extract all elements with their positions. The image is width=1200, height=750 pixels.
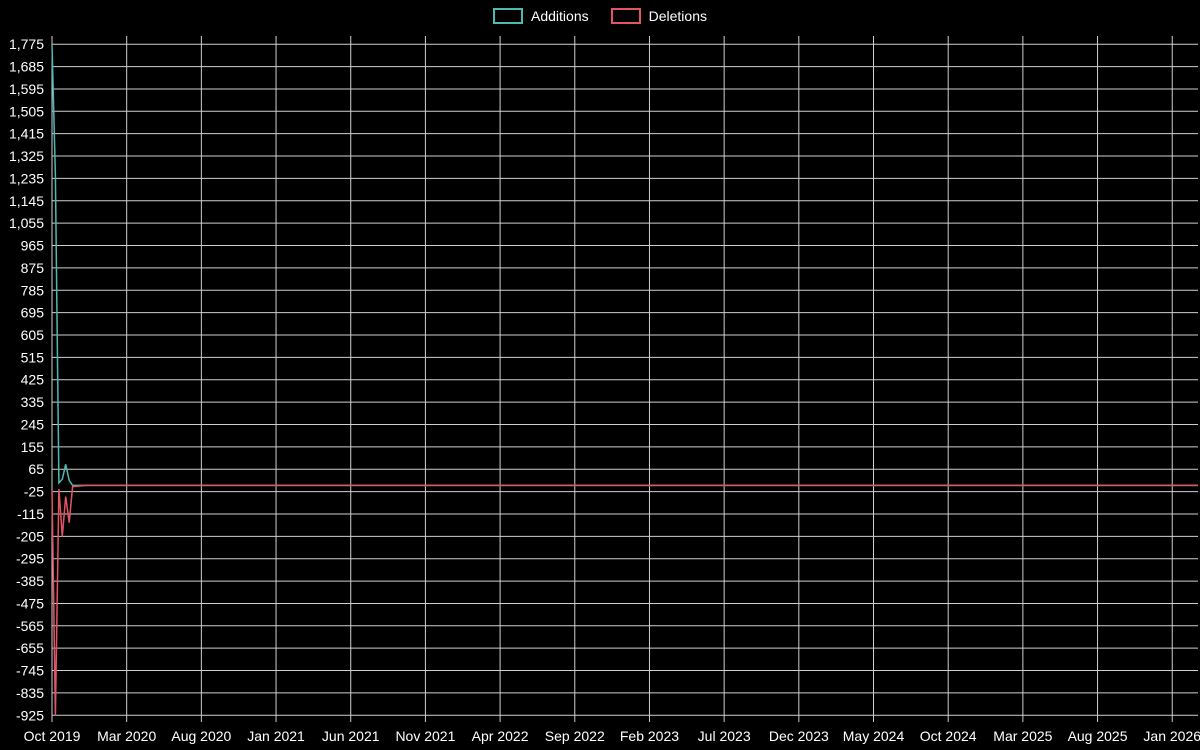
y-tick-label: 785 [21,282,45,298]
y-tick-label: 1,145 [9,193,44,209]
y-tick-label: -25 [24,484,44,500]
x-tick-label: Nov 2021 [395,728,455,744]
x-tick-label: Dec 2023 [769,728,829,744]
y-tick-label: -115 [17,506,44,522]
deletions-swatch-icon [610,8,641,24]
y-tick-label: 65 [28,461,44,477]
y-tick-label: 1,505 [9,103,44,119]
legend-label-deletions: Deletions [648,8,707,24]
x-tick-label: Oct 2024 [920,728,977,744]
y-tick-label: -385 [16,573,44,589]
x-tick-label: Mar 2025 [993,728,1052,744]
y-tick-label: 1,055 [9,215,44,231]
x-tick-label: Feb 2023 [620,728,679,744]
legend-item-additions[interactable]: Additions [493,8,589,24]
y-tick-label: -205 [16,528,44,544]
y-tick-label: 605 [21,327,45,343]
y-tick-label: -835 [16,685,44,701]
additions-line [51,44,1198,487]
x-tick-label: Aug 2025 [1068,728,1128,744]
deletions-line [51,484,1198,716]
x-tick-label: Jul 2023 [698,728,751,744]
y-tick-label: -655 [16,640,44,656]
x-tick-label: Aug 2020 [171,728,231,744]
x-tick-label: Jan 2021 [247,728,305,744]
y-tick-label: -565 [16,618,44,634]
y-tick-label: 1,325 [9,148,44,164]
y-tick-label: 965 [21,238,45,254]
x-tick-label: Jun 2021 [322,728,380,744]
y-tick-label: -745 [16,663,44,679]
additions-swatch-icon [493,8,524,24]
y-tick-label: 155 [21,439,45,455]
y-tick-label: -475 [16,595,44,611]
x-tick-label: Mar 2020 [97,728,156,744]
y-tick-label: 425 [21,372,45,388]
x-tick-label: Oct 2019 [24,728,81,744]
y-tick-label: 1,685 [9,59,44,75]
y-tick-label: 1,775 [9,36,44,52]
legend-item-deletions[interactable]: Deletions [610,8,707,24]
y-tick-label: 1,235 [9,170,44,186]
y-tick-label: 875 [21,260,45,276]
y-tick-label: -295 [16,551,44,567]
x-tick-label: Apr 2022 [472,728,529,744]
y-tick-label: -925 [16,707,44,723]
chart-legend: Additions Deletions [0,8,1200,24]
y-tick-label: 695 [21,305,45,321]
y-tick-label: 1,415 [9,126,44,142]
y-tick-label: 335 [21,394,45,410]
x-tick-label: May 2024 [843,728,905,744]
y-tick-label: 245 [21,416,45,432]
x-tick-label: Jan 2026 [1143,728,1200,744]
y-tick-label: 1,595 [9,81,44,97]
y-tick-label: 515 [21,349,45,365]
legend-label-additions: Additions [531,8,589,24]
x-tick-label: Sep 2022 [545,728,605,744]
